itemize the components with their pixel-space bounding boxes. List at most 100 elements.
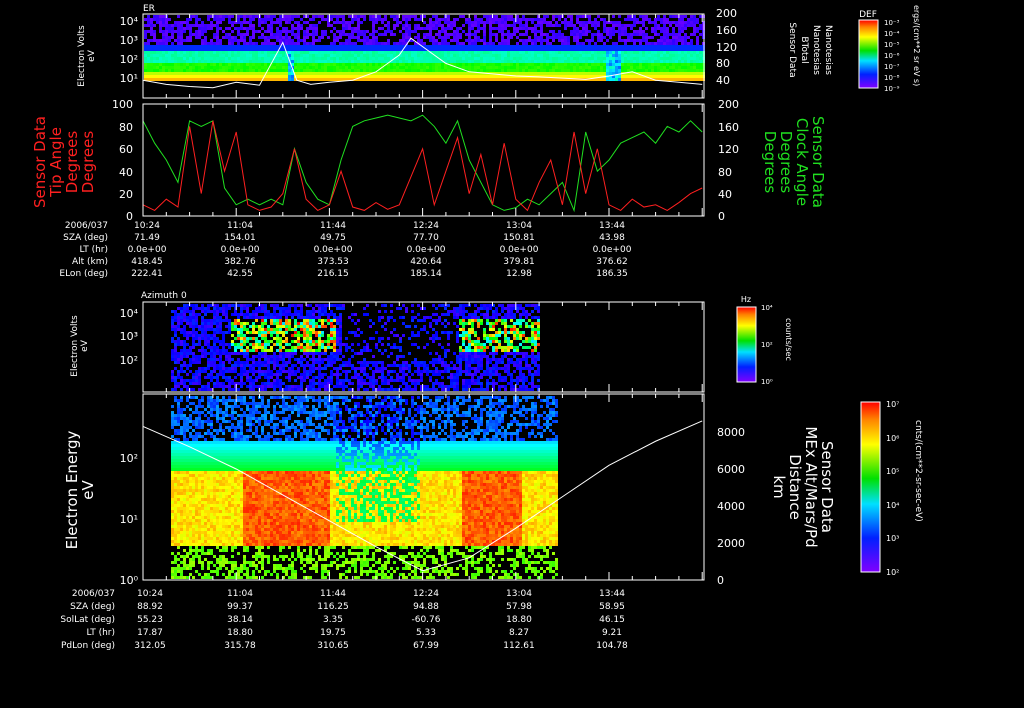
spectrogram-cell — [186, 21, 189, 24]
spectrogram-cell — [261, 27, 264, 30]
spectrogram-cell — [327, 78, 330, 81]
spectrogram-cell — [177, 78, 180, 81]
spectrogram-cell — [675, 69, 678, 72]
spectrogram-cell — [318, 36, 321, 39]
spectrogram-cell — [180, 42, 183, 45]
spectrogram-cell — [414, 66, 417, 69]
spectrogram-cell — [174, 63, 177, 66]
spectrogram-cell — [267, 325, 270, 328]
spectrogram-cell — [219, 349, 222, 352]
spectrogram-cell — [402, 361, 405, 364]
spectrogram-cell — [441, 45, 444, 48]
spectrogram-cell — [405, 75, 408, 78]
spectrogram-cell — [231, 54, 234, 57]
spectrogram-cell — [282, 370, 285, 373]
spectrogram-cell — [450, 33, 453, 36]
spectrogram-cell — [609, 75, 612, 78]
spectrogram-cell — [633, 51, 636, 54]
spectrogram-cell — [579, 72, 582, 75]
spectrogram-cell — [264, 66, 267, 69]
spectrogram-cell — [627, 15, 630, 18]
spectrogram-cell — [183, 364, 186, 367]
spectrogram-cell — [240, 307, 243, 310]
spectrogram-cell — [198, 57, 201, 60]
spectrogram-cell — [516, 36, 519, 39]
spectrogram-cell — [357, 36, 360, 39]
spectrogram-cell — [315, 75, 318, 78]
spectrogram-cell — [591, 75, 594, 78]
spectrogram-cell — [276, 334, 279, 337]
spectrogram-cell — [669, 24, 672, 27]
spectrogram-cell — [273, 343, 276, 346]
spectrogram-cell — [678, 54, 681, 57]
spectrogram-cell — [546, 66, 549, 69]
spectrogram-cell — [195, 54, 198, 57]
spectrogram-cell — [222, 349, 225, 352]
spectrogram-cell — [276, 382, 279, 385]
spectrogram-cell — [402, 72, 405, 75]
spectrogram-cell — [234, 39, 237, 42]
spectrogram-cell — [525, 48, 528, 51]
spectrogram-cell — [660, 57, 663, 60]
spectrogram-cell — [147, 15, 150, 18]
spectrogram-cell — [234, 75, 237, 78]
spectrogram-cell — [621, 30, 624, 33]
spectrogram-cell — [597, 30, 600, 33]
spectrogram-cell — [372, 355, 375, 358]
spectrogram-cell — [516, 51, 519, 54]
spectrogram-cell — [483, 36, 486, 39]
spectrogram-cell — [282, 358, 285, 361]
spectrogram-cell — [339, 316, 342, 319]
spectrogram-cell — [450, 39, 453, 42]
spectrogram-cell — [267, 18, 270, 21]
spectrogram-cell — [555, 57, 558, 60]
spectrogram-cell — [309, 367, 312, 370]
spectrogram-cell — [531, 78, 534, 81]
spectrogram-cell — [288, 349, 291, 352]
spectrogram-cell — [240, 328, 243, 331]
spectrogram-cell — [414, 36, 417, 39]
spectrogram-cell — [312, 30, 315, 33]
spectrogram-cell — [186, 322, 189, 325]
spectrogram-cell — [207, 340, 210, 343]
spectrogram-cell — [417, 60, 420, 63]
spectrogram-cell — [411, 48, 414, 51]
spectrogram-cell — [258, 361, 261, 364]
spectrogram-cell — [324, 33, 327, 36]
spectrogram-cell — [216, 72, 219, 75]
spectrogram-cell — [555, 45, 558, 48]
spectrogram-cell — [342, 63, 345, 66]
spectrogram-cell — [204, 355, 207, 358]
spectrogram-cell — [312, 36, 315, 39]
spectrogram-cell — [234, 66, 237, 69]
spectrogram-cell — [624, 18, 627, 21]
spectrogram-cell — [333, 57, 336, 60]
spectrogram-cell — [603, 69, 606, 72]
spectrogram-cell — [447, 42, 450, 45]
spectrogram-cell — [174, 349, 177, 352]
spectrogram-cell — [507, 18, 510, 21]
spectrogram-cell — [360, 51, 363, 54]
spectrogram-cell — [339, 352, 342, 355]
spectrogram-cell — [222, 48, 225, 51]
spectrogram-cell — [357, 60, 360, 63]
spectrogram-cell — [669, 57, 672, 60]
spectrogram-cell — [267, 349, 270, 352]
spectrogram-cell — [501, 57, 504, 60]
spectrogram-cell — [240, 340, 243, 343]
spectrogram-cell — [453, 78, 456, 81]
spectrogram-cell — [633, 66, 636, 69]
spectrogram-cell — [351, 48, 354, 51]
spectrogram-cell — [513, 24, 516, 27]
spectrogram-cell — [174, 66, 177, 69]
spectrogram-cell — [198, 60, 201, 63]
spectrogram-cell — [222, 75, 225, 78]
spectrogram-cell — [663, 42, 666, 45]
spectrogram-cell — [381, 337, 384, 340]
spectrogram-cell — [675, 75, 678, 78]
spectrogram-cell — [447, 66, 450, 69]
spectrogram-cell — [336, 319, 339, 322]
spectrogram-cell — [591, 57, 594, 60]
spectrogram-cell — [207, 346, 210, 349]
spectrogram-cell — [246, 307, 249, 310]
